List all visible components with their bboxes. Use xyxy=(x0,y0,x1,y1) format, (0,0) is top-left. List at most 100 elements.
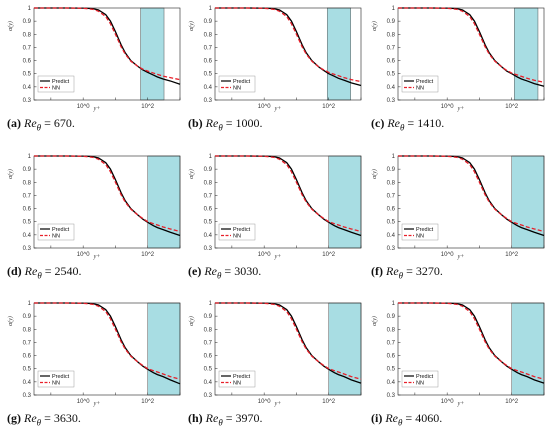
y-tick-label: 0.5 xyxy=(387,367,396,373)
y-tick-label: 0.4 xyxy=(23,380,32,386)
y-tick-label: 1 xyxy=(209,6,213,12)
chart-svg: 0.3 0.4 0.5 0.6 0.7 0.8 0.9 1 10^0 10^2 y+ α(y) Pred… xyxy=(188,154,362,260)
chart-svg: 0.3 0.4 0.5 0.6 0.7 0.8 0.9 1 10^0 10^2 y+ α(y) Pred… xyxy=(7,6,181,112)
caption-period: . xyxy=(258,264,262,278)
x-axis-label: y+ xyxy=(457,106,465,112)
y-tick-label: 0.5 xyxy=(387,220,396,226)
reynolds-value: 3630 xyxy=(53,411,78,425)
y-tick-label: 0.9 xyxy=(23,167,32,173)
x-axis-label: y+ xyxy=(274,401,282,407)
x-tick-label: 10^0 xyxy=(441,252,454,258)
y-tick-label: 0.3 xyxy=(23,246,32,252)
x-axis-label: y+ xyxy=(93,254,101,260)
chart-svg: 0.3 0.4 0.5 0.6 0.7 0.8 0.9 1 10^0 10^2 y+ α(y) Pred… xyxy=(371,154,545,260)
reynolds-symbol: Reθ xyxy=(382,411,403,428)
x-tick-label: 10^2 xyxy=(322,252,335,258)
panel-label: (f) xyxy=(371,264,383,278)
y-axis-label: α(y) xyxy=(188,21,195,31)
x-tick-label: 10^0 xyxy=(77,104,90,110)
y-tick-label: 0.7 xyxy=(23,340,32,346)
equals-sign: = xyxy=(41,411,54,425)
y-tick-label: 0.3 xyxy=(387,246,396,252)
chart-panel: 0.3 0.4 0.5 0.6 0.7 0.8 0.9 1 10^0 10^2 y+ α(y) Pred… xyxy=(1,0,183,146)
x-tick-label: 10^0 xyxy=(258,104,271,110)
y-tick-label: 1 xyxy=(392,6,396,12)
chart-svg: 0.3 0.4 0.5 0.6 0.7 0.8 0.9 1 10^0 10^2 y+ α(y) Pred… xyxy=(7,154,181,260)
panel-caption: (f) Reθ = 3270. xyxy=(371,264,443,280)
chart-svg: 0.3 0.4 0.5 0.6 0.7 0.8 0.9 1 10^0 10^2 y+ α(y) Pred… xyxy=(188,6,362,112)
y-tick-label: 0.3 xyxy=(204,393,213,399)
y-tick-label: 0.8 xyxy=(204,32,213,38)
y-axis-label: α(y) xyxy=(7,316,14,326)
nn-series-line xyxy=(215,7,362,83)
caption-period: . xyxy=(77,411,81,425)
y-tick-label: 0.3 xyxy=(387,98,396,104)
y-tick-label: 0.5 xyxy=(387,72,396,78)
nn-series-line xyxy=(34,7,181,81)
legend-entry: Predict xyxy=(416,227,434,233)
y-tick-label: 0.7 xyxy=(387,193,396,199)
legend-entry: NN xyxy=(52,234,60,240)
x-axis-label: y+ xyxy=(93,401,101,407)
y-tick-label: 0.5 xyxy=(23,220,32,226)
shaded-region xyxy=(147,155,181,249)
y-tick-label: 0.5 xyxy=(23,72,32,78)
y-tick-label: 0.4 xyxy=(387,380,396,386)
y-tick-label: 0.5 xyxy=(23,367,32,373)
equals-sign: = xyxy=(403,264,416,278)
panel-caption: (c) Reθ = 1410. xyxy=(371,116,444,132)
equals-sign: = xyxy=(41,264,55,278)
axes-box xyxy=(397,155,545,249)
x-tick-label: 10^0 xyxy=(441,399,454,405)
reynolds-value: 1000 xyxy=(235,116,260,130)
x-tick-label: 10^2 xyxy=(322,399,335,405)
y-tick-label: 0.3 xyxy=(387,393,396,399)
y-tick-label: 0.8 xyxy=(387,180,396,186)
chart-panel: 0.3 0.4 0.5 0.6 0.7 0.8 0.9 1 10^0 10^2 y+ α(y) Pred… xyxy=(182,148,364,294)
panel-label: (c) xyxy=(371,116,385,130)
y-tick-label: 0.3 xyxy=(23,393,32,399)
y-tick-label: 0.6 xyxy=(204,354,213,360)
reynolds-symbol: Reθ xyxy=(202,116,223,133)
caption-period: . xyxy=(71,116,75,130)
legend-entry: NN xyxy=(416,86,424,92)
legend-entry: Predict xyxy=(233,79,251,85)
legend-entry: Predict xyxy=(52,374,70,380)
y-tick-label: 0.4 xyxy=(387,233,396,239)
y-tick-label: 1 xyxy=(209,154,213,160)
y-tick-label: 0.7 xyxy=(387,45,396,51)
y-tick-label: 0.6 xyxy=(204,207,213,213)
legend-entry: NN xyxy=(233,86,241,92)
nn-series-line xyxy=(398,155,545,233)
panel-caption: (b) Reθ = 1000. xyxy=(188,116,263,132)
shaded-region xyxy=(514,7,539,101)
caption-period: . xyxy=(439,411,443,425)
x-tick-label: 10^2 xyxy=(505,104,518,110)
y-tick-label: 0.6 xyxy=(387,59,396,65)
y-tick-label: 0.3 xyxy=(23,98,32,104)
x-tick-label: 10^2 xyxy=(141,104,154,110)
panel-label: (g) xyxy=(7,411,21,425)
x-axis-label: y+ xyxy=(274,254,282,260)
equals-sign: = xyxy=(222,116,236,130)
y-tick-label: 0.4 xyxy=(204,85,213,91)
shaded-region xyxy=(140,7,165,101)
legend-entry: NN xyxy=(52,86,60,92)
y-tick-label: 0.9 xyxy=(23,19,32,25)
y-tick-label: 0.9 xyxy=(387,314,396,320)
nn-series-line xyxy=(34,155,181,233)
y-tick-label: 0.6 xyxy=(23,59,32,65)
nn-series-line xyxy=(398,302,545,380)
x-tick-label: 10^2 xyxy=(141,252,154,258)
y-tick-label: 0.8 xyxy=(387,32,396,38)
y-axis-label: α(y) xyxy=(188,169,195,179)
y-tick-label: 0.8 xyxy=(387,327,396,333)
reynolds-value: 670 xyxy=(53,116,72,130)
y-tick-label: 0.4 xyxy=(387,85,396,91)
caption-period: . xyxy=(439,264,443,278)
x-tick-label: 10^2 xyxy=(322,104,335,110)
y-axis-label: α(y) xyxy=(371,169,378,179)
legend-entry: NN xyxy=(52,381,60,387)
x-tick-label: 10^0 xyxy=(258,399,271,405)
